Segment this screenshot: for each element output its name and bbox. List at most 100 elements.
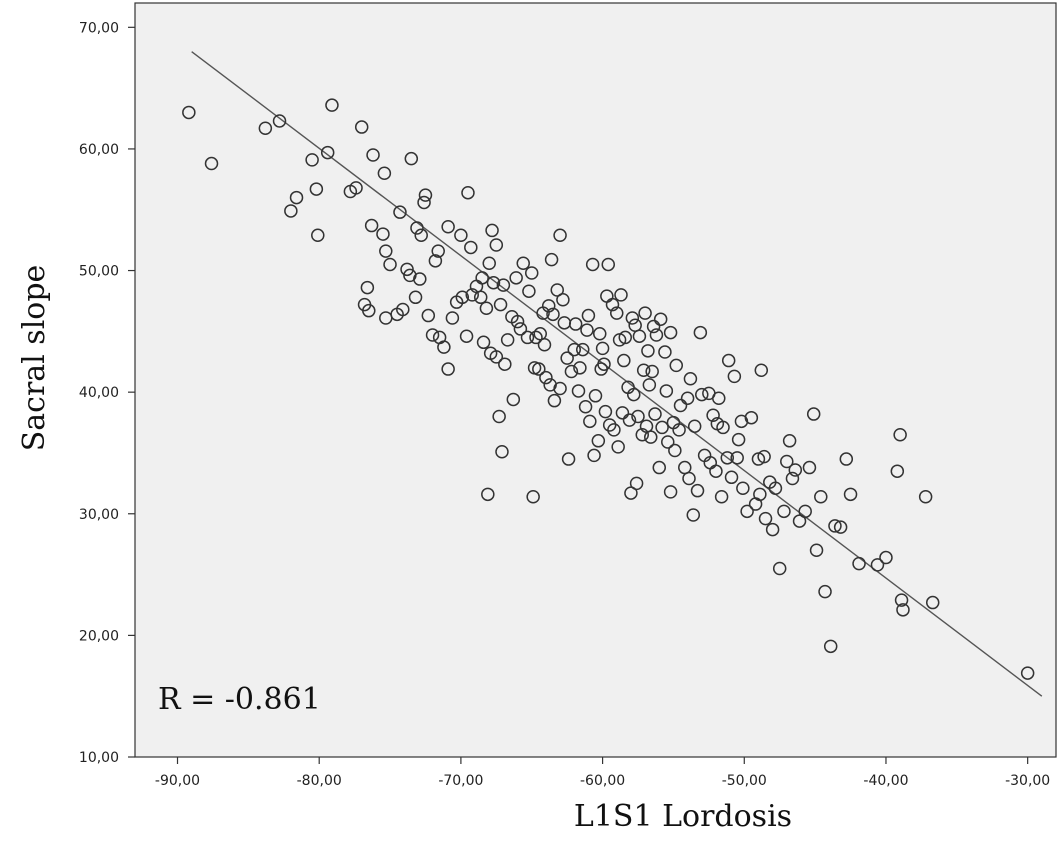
data-point bbox=[379, 244, 393, 258]
data-point bbox=[649, 328, 664, 342]
data-point bbox=[642, 378, 657, 392]
data-point bbox=[788, 463, 803, 477]
data-point bbox=[396, 302, 410, 317]
data-point bbox=[473, 290, 488, 305]
data-point bbox=[459, 329, 474, 343]
data-point bbox=[648, 407, 662, 421]
data-point bbox=[818, 584, 832, 599]
data-point bbox=[489, 238, 504, 252]
data-point bbox=[646, 319, 661, 334]
data-point bbox=[486, 275, 501, 290]
data-point bbox=[414, 228, 428, 243]
data-point bbox=[495, 445, 509, 459]
x-axis-title: L1S1 Lordosis bbox=[574, 799, 792, 834]
data-point bbox=[669, 358, 684, 373]
data-point bbox=[683, 372, 698, 386]
data-point bbox=[890, 464, 905, 478]
data-point bbox=[516, 256, 530, 271]
data-point bbox=[792, 514, 807, 528]
x-tick-label: -30,00 bbox=[1005, 773, 1050, 789]
y-tick-label: 50,00 bbox=[79, 264, 119, 280]
plot-area bbox=[134, 2, 1057, 758]
data-point bbox=[522, 284, 536, 298]
data-point bbox=[431, 244, 445, 258]
data-point bbox=[782, 434, 797, 448]
data-point bbox=[400, 262, 414, 277]
data-point bbox=[529, 330, 543, 345]
data-point bbox=[564, 364, 579, 379]
data-point bbox=[305, 153, 319, 167]
data-point bbox=[464, 240, 478, 255]
data-point bbox=[695, 387, 709, 402]
data-point bbox=[663, 485, 678, 499]
data-point bbox=[602, 418, 617, 432]
data-point bbox=[571, 384, 586, 398]
data-point bbox=[526, 489, 540, 504]
data-point bbox=[636, 363, 651, 378]
data-point bbox=[485, 223, 499, 238]
data-point bbox=[772, 561, 787, 576]
data-point bbox=[598, 404, 613, 419]
data-point bbox=[714, 489, 729, 504]
data-point bbox=[520, 330, 535, 345]
data-point bbox=[754, 363, 769, 378]
data-point bbox=[544, 252, 559, 267]
data-point bbox=[638, 306, 652, 320]
data-point bbox=[601, 257, 616, 272]
data-point bbox=[550, 283, 564, 297]
data-point bbox=[573, 361, 587, 375]
data-point bbox=[641, 344, 655, 358]
data-point bbox=[445, 311, 460, 325]
x-tick-label: -90,00 bbox=[155, 773, 200, 789]
data-point bbox=[182, 105, 196, 120]
data-point bbox=[539, 370, 553, 385]
data-point bbox=[655, 420, 669, 435]
data-point bbox=[629, 476, 644, 491]
data-point bbox=[417, 195, 431, 210]
data-point bbox=[561, 452, 576, 466]
data-point bbox=[730, 451, 744, 465]
data-points bbox=[182, 98, 1035, 680]
data-point bbox=[496, 278, 511, 292]
data-point bbox=[536, 306, 550, 320]
data-point bbox=[668, 443, 682, 458]
data-point bbox=[617, 353, 631, 368]
data-point bbox=[843, 487, 858, 502]
data-point bbox=[751, 452, 766, 466]
data-point bbox=[354, 120, 369, 134]
data-point bbox=[768, 481, 783, 495]
data-point bbox=[513, 322, 528, 336]
data-point bbox=[785, 471, 800, 486]
data-point bbox=[814, 489, 828, 504]
data-point bbox=[687, 419, 702, 433]
data-point bbox=[806, 407, 821, 421]
data-point bbox=[682, 471, 696, 486]
data-point bbox=[663, 325, 678, 340]
data-point bbox=[421, 308, 436, 323]
data-point bbox=[404, 151, 419, 166]
data-point bbox=[575, 342, 590, 357]
data-point bbox=[587, 448, 601, 463]
data-point bbox=[809, 543, 824, 558]
data-point bbox=[581, 308, 596, 323]
data-point bbox=[597, 357, 611, 371]
data-point bbox=[537, 337, 552, 352]
data-point bbox=[631, 409, 645, 424]
y-tick-label: 70,00 bbox=[79, 20, 119, 36]
data-point bbox=[408, 290, 423, 305]
data-point bbox=[632, 329, 647, 343]
data-point bbox=[410, 221, 424, 235]
data-point bbox=[557, 316, 572, 330]
data-point bbox=[672, 423, 686, 437]
x-tick-label: -80,00 bbox=[297, 773, 342, 789]
data-point bbox=[918, 489, 933, 504]
data-point bbox=[731, 432, 746, 447]
data-point bbox=[510, 314, 525, 329]
data-point bbox=[724, 470, 739, 485]
data-point bbox=[320, 145, 335, 160]
data-point bbox=[736, 481, 750, 495]
x-tick-label: -50,00 bbox=[722, 773, 767, 789]
data-point bbox=[595, 341, 610, 356]
data-point bbox=[1020, 666, 1035, 680]
